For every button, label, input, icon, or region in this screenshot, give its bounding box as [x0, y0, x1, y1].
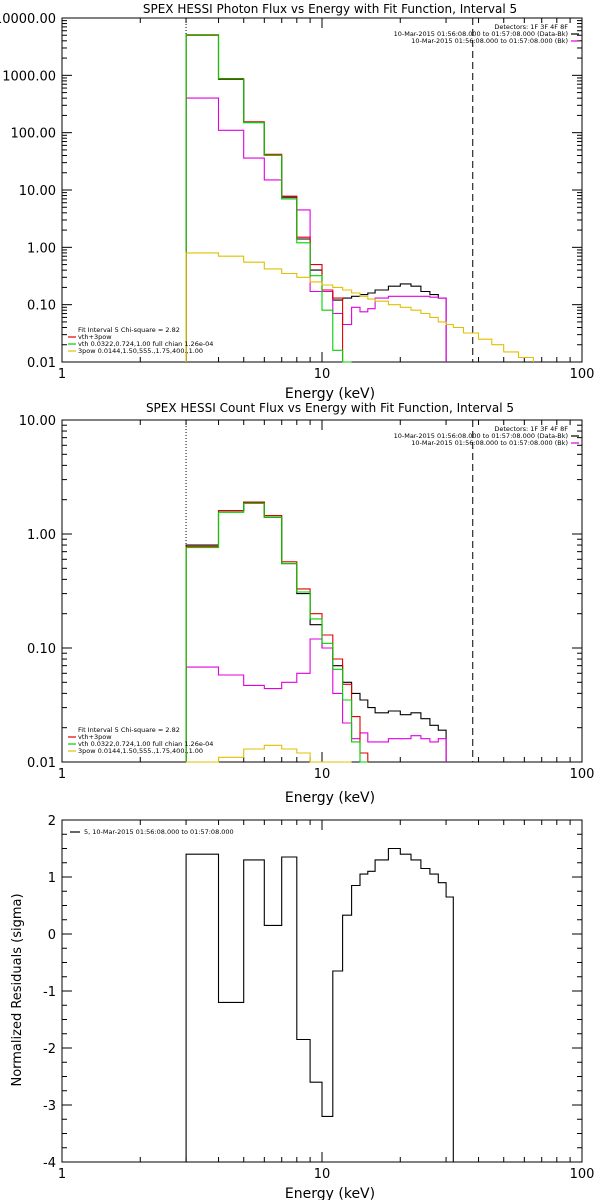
y-tick-label: -4: [43, 1156, 56, 1171]
count-flux-panel: SPEX HESSI Count Flux vs Energy with Fit…: [19, 401, 595, 806]
x-tick-label: 1: [58, 767, 66, 782]
y-tick-label: 0.01: [27, 356, 56, 371]
series-line-0: [185, 847, 454, 1162]
y-tick-label: 0.10: [27, 299, 56, 314]
series-line-0: [185, 34, 447, 362]
y-tick-label: 0.01: [27, 756, 56, 771]
y-tick-label: 1000.00: [2, 69, 56, 84]
y-tick-label: 10000.00: [0, 12, 56, 27]
y-tick-label: 0: [48, 928, 56, 943]
y-tick-label: 10.00: [19, 184, 56, 199]
legend-top-entry: 10-Mar-2015 01:56:08.000 to 01:57:08.000…: [411, 439, 568, 447]
legend-bottom-entry: Fit Interval 5 Chi-square = 2.82: [78, 726, 180, 734]
legend-bottom-entry: vth+3pow: [78, 733, 112, 741]
y-tick-label: 0.10: [27, 642, 56, 657]
x-axis-label: Energy (keV): [285, 1186, 375, 1200]
y-axis-label: Normalized Residuals (sigma): [10, 893, 25, 1086]
legend-entry: 5, 10-Mar-2015 01:56:08.000 to 01:57:08.…: [84, 828, 234, 836]
y-tick-label: -3: [43, 1099, 56, 1114]
chart-title: SPEX HESSI Photon Flux vs Energy with Fi…: [143, 2, 517, 16]
legend-bottom-entry: vth+3pow: [78, 333, 112, 341]
y-tick-label: -2: [43, 1042, 56, 1057]
series-line-4: [186, 744, 352, 763]
y-tick-label: -1: [43, 985, 56, 1000]
legend-bottom-entry: vth 0.0322,0.724,1.00 full chian 1.26e-0…: [78, 340, 213, 348]
y-tick-label: 2: [48, 814, 56, 829]
x-tick-label: 100: [570, 367, 595, 382]
x-axis-label: Energy (keV): [285, 790, 375, 806]
series-line-0: [185, 501, 447, 762]
legend-top-entry: 10-Mar-2015 01:56:08.000 to 01:57:08.000…: [394, 432, 568, 440]
y-tick-label: 100.00: [11, 127, 57, 142]
x-tick-label: 1: [58, 1167, 66, 1182]
legend-bottom-entry: vth 0.0322,0.724,1.00 full chian 1.26e-0…: [78, 740, 213, 748]
legend-bottom-entry: 3pow 0.0144,1.50,555.,1.75,400.,1.00: [78, 747, 203, 755]
series-line-2: [185, 34, 344, 362]
series-line-2: [185, 501, 369, 762]
x-tick-label: 10: [314, 1167, 331, 1182]
chart-title: SPEX HESSI Count Flux vs Energy with Fit…: [146, 401, 514, 415]
legend-top-entry: 10-Mar-2015 01:56:08.000 to 01:57:08.000…: [411, 37, 568, 45]
photon-flux-panel: SPEX HESSI Photon Flux vs Energy with Fi…: [0, 2, 594, 402]
plot-frame: [61, 419, 583, 763]
legend-top-entry: 10-Mar-2015 01:56:08.000 to 01:57:08.000…: [394, 30, 568, 38]
x-tick-label: 10: [314, 367, 331, 382]
series-line-1: [185, 638, 447, 762]
series-line-4: [185, 252, 534, 362]
series-line-3: [185, 34, 352, 363]
y-tick-label: 1: [48, 871, 56, 886]
x-tick-label: 100: [570, 767, 595, 782]
series-line-1: [185, 97, 447, 362]
y-tick-label: 1.00: [27, 528, 56, 543]
legend-top-entry: Detectors: 1F 3F 4F 8F: [494, 425, 568, 433]
legend-top-entry: Detectors: 1F 3F 4F 8F: [494, 23, 568, 31]
x-tick-label: 1: [58, 367, 66, 382]
residuals-panel: Energy (keV) Normalized Residuals (sigma…: [10, 814, 594, 1200]
legend-bottom-entry: Fit Interval 5 Chi-square = 2.82: [78, 326, 180, 334]
x-tick-label: 100: [570, 1167, 595, 1182]
legend-bottom-entry: 3pow 0.0144,1.50,555.,1.75,400.,1.00: [78, 347, 203, 355]
series-line-3: [185, 502, 368, 763]
y-tick-label: 10.00: [19, 414, 56, 429]
y-tick-label: 1.00: [27, 241, 56, 256]
x-tick-label: 10: [314, 767, 331, 782]
x-axis-label: Energy (keV): [285, 386, 375, 402]
